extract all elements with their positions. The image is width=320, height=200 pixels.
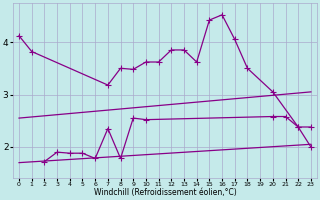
X-axis label: Windchill (Refroidissement éolien,°C): Windchill (Refroidissement éolien,°C) xyxy=(93,188,236,197)
